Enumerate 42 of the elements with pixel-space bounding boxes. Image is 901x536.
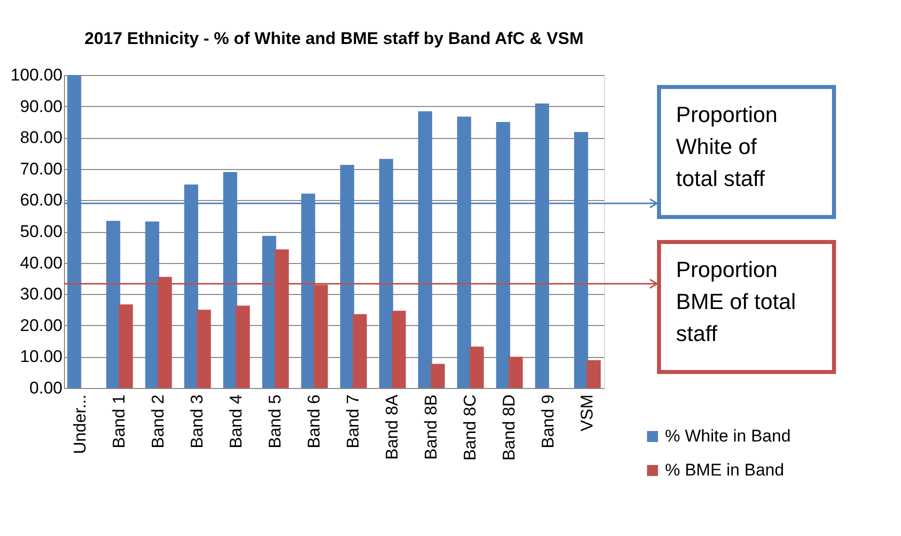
x-tick-label: Under... [70, 394, 90, 454]
bar [508, 356, 523, 388]
x-tick-label: Band 4 [226, 394, 246, 448]
y-tick-label: 70.00 [20, 159, 62, 178]
ref-line-label: Proportion BME of total staff [676, 257, 796, 346]
bar [145, 221, 160, 388]
y-tick-label: 20.00 [20, 316, 62, 335]
bar [236, 306, 250, 388]
y-tick-label: 30.00 [20, 284, 62, 304]
bar [106, 220, 120, 388]
bar [196, 310, 211, 388]
bar [262, 236, 276, 388]
y-tick-label: 40.00 [20, 253, 62, 272]
bar [352, 314, 367, 388]
chart-title: 2017 Ethnicity - % of White and BME staff by Band AfC & VSM [84, 29, 584, 48]
legend-label: % BME in Band [665, 460, 784, 480]
x-tick-label: Band 8A [382, 394, 402, 460]
y-tick-label: 10.00 [20, 347, 62, 366]
legend-label: % White in Band [665, 426, 791, 446]
bar [392, 310, 406, 388]
x-tick-label: Band 8D [499, 394, 518, 461]
x-tick-label: Band 1 [110, 394, 129, 448]
x-tick-label: Band 6 [304, 394, 324, 448]
bar [430, 364, 445, 388]
x-tick-label: Band 7 [343, 394, 362, 448]
bar [470, 346, 484, 388]
x-tick-label: Band 3 [188, 394, 207, 448]
bar [586, 360, 601, 388]
x-tick-label: Band 8C [460, 394, 480, 461]
y-tick-label: 80.00 [20, 128, 62, 148]
x-tick-label: Band 9 [538, 394, 558, 448]
bar [118, 304, 133, 388]
x-tick-label: VSM [577, 394, 596, 432]
x-tick-label: Band 5 [266, 394, 285, 448]
ref-line-label: Proportion White of total staff [676, 102, 778, 191]
y-tick-label: 50.00 [20, 222, 62, 241]
y-tick-label: 60.00 [20, 190, 62, 210]
y-tick-label: 100.00 [10, 66, 62, 84]
x-tick-label: Band 2 [148, 394, 168, 448]
y-tick-label: 0.00 [29, 378, 62, 398]
y-tick-label: 90.00 [20, 96, 62, 116]
x-tick-label: Band 8B [421, 394, 440, 460]
